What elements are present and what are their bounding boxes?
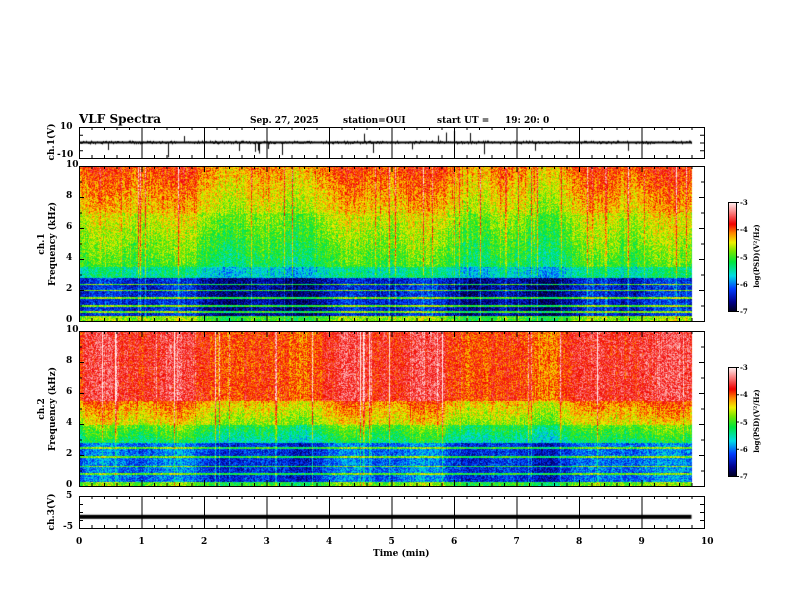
spec-ytick-label: 2 <box>66 449 73 459</box>
spec-ytick-label: 0 <box>66 480 73 490</box>
colorbar-tick-label: -3 <box>740 363 748 372</box>
colorbar-frame <box>728 202 737 312</box>
x-tick-label: 9 <box>638 537 645 547</box>
colorbar-tick-label: -5 <box>740 252 748 262</box>
x-tick-label: 3 <box>263 537 270 547</box>
ch2-spectrogram-plot <box>79 331 704 486</box>
ch1-spectrogram-plot <box>79 166 704 321</box>
colorbar-tick-label: -5 <box>740 417 748 427</box>
figure-title: VLF Spectra <box>79 112 162 126</box>
spec-ytick-label: 4 <box>66 253 73 263</box>
ch3-ylabel: ch.3(V) <box>47 493 57 531</box>
ch1-colorbar-label: log(PSD)(V²/Hz) <box>752 224 761 288</box>
colorbar-tick-label: -7 <box>740 472 748 481</box>
x-tick-label: 6 <box>451 537 458 547</box>
x-tick-label: 10 <box>701 537 714 547</box>
ch3-ytick-bottom: -5 <box>63 522 73 532</box>
start-label: start UT = <box>437 116 490 126</box>
spec-ytick-label: 6 <box>66 222 73 232</box>
ch1-ytick-bottom: -10 <box>57 150 74 160</box>
spec-ytick-label: 8 <box>66 356 73 366</box>
colorbar-tick-label: -7 <box>740 307 748 316</box>
ch1-ytick-top: 10 <box>60 122 73 132</box>
ch1-colorbar <box>728 202 736 311</box>
spec-ytick-label: 10 <box>66 325 79 335</box>
spec-ytick-label: 2 <box>66 284 73 294</box>
start-time: 19: 20: 0 <box>505 116 550 126</box>
ch2-colorbar <box>728 367 736 476</box>
ch2-spec-ylabel-line2: Frequency (kHz) <box>48 367 58 452</box>
colorbar-tick-label: -3 <box>740 198 748 207</box>
ch1-ylabel: ch.1(V) <box>47 123 57 161</box>
ch1-spec-ylabel: ch.1 Frequency (kHz) <box>37 184 59 304</box>
colorbar-tick-label: -6 <box>740 279 748 289</box>
date-label: Sep. 27, 2025 <box>250 116 319 126</box>
ch2-colorbar-label: log(PSD)(V²/Hz) <box>752 389 761 453</box>
panel-frame <box>79 331 705 487</box>
colorbar-frame <box>728 367 737 477</box>
colorbar-tick-label: -4 <box>740 225 748 235</box>
colorbar-tick-label: -6 <box>740 444 748 454</box>
spec-ytick-label: 4 <box>66 418 73 428</box>
station-label: station=OUI <box>343 116 406 126</box>
colorbar-tick-label: -4 <box>740 390 748 400</box>
ch1-spec-ylabel-line1: ch.1 <box>37 233 47 255</box>
x-tick-label: 8 <box>576 537 583 547</box>
x-tick-label: 7 <box>513 537 520 547</box>
panel-frame <box>79 166 705 322</box>
ch3-ytick-top: 5 <box>66 491 73 501</box>
x-axis-label: Time (min) <box>373 549 430 559</box>
ch1-spec-ylabel-line2: Frequency (kHz) <box>48 202 58 287</box>
spec-ytick-label: 0 <box>66 315 73 325</box>
x-tick-label: 5 <box>388 537 395 547</box>
ch2-spec-ylabel-line1: ch.2 <box>37 398 47 420</box>
x-tick-label: 4 <box>326 537 333 547</box>
spec-ytick-label: 10 <box>66 160 79 170</box>
x-tick-label: 0 <box>76 537 83 547</box>
spec-ytick-label: 6 <box>66 387 73 397</box>
x-tick-label: 2 <box>201 537 208 547</box>
spec-ytick-label: 8 <box>66 191 73 201</box>
ch2-spec-ylabel: ch.2 Frequency (kHz) <box>37 349 59 469</box>
x-tick-label: 1 <box>138 537 145 547</box>
